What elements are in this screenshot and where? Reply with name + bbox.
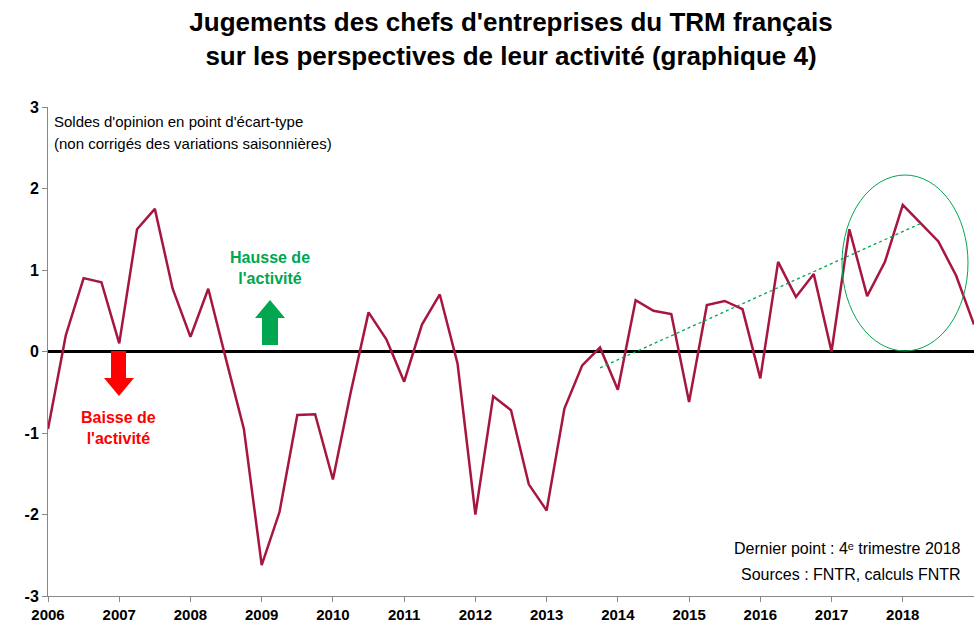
svg-text:2013: 2013 bbox=[530, 606, 563, 623]
svg-text:2007: 2007 bbox=[103, 606, 136, 623]
svg-text:2006: 2006 bbox=[31, 606, 64, 623]
svg-text:3: 3 bbox=[30, 99, 39, 116]
svg-text:Soldes d'opinion en point d'éc: Soldes d'opinion en point d'écart-type bbox=[54, 113, 303, 130]
svg-text:2017: 2017 bbox=[815, 606, 848, 623]
svg-text:2011: 2011 bbox=[388, 606, 421, 623]
svg-text:2012: 2012 bbox=[459, 606, 492, 623]
svg-text:Dernier point : 4ᵉ trimestre 2: Dernier point : 4ᵉ trimestre 2018 bbox=[734, 540, 961, 557]
svg-text:2015: 2015 bbox=[672, 606, 705, 623]
svg-text:1: 1 bbox=[30, 262, 39, 279]
svg-text:2008: 2008 bbox=[174, 606, 207, 623]
svg-text:Sources : FNTR, calculs FNTR: Sources : FNTR, calculs FNTR bbox=[741, 566, 961, 583]
svg-text:2009: 2009 bbox=[245, 606, 278, 623]
svg-text:Hausse del'activité: Hausse del'activité bbox=[230, 249, 310, 287]
svg-text:-3: -3 bbox=[25, 588, 39, 605]
svg-text:2016: 2016 bbox=[744, 606, 777, 623]
svg-text:-2: -2 bbox=[25, 506, 39, 523]
svg-text:Baisse del'activité: Baisse del'activité bbox=[81, 409, 156, 447]
svg-text:Jugements des chefs d'entrepri: Jugements des chefs d'entreprises du TRM… bbox=[189, 7, 832, 71]
svg-text:-1: -1 bbox=[25, 425, 39, 442]
svg-text:2010: 2010 bbox=[316, 606, 349, 623]
svg-text:2: 2 bbox=[30, 180, 39, 197]
svg-text:2018: 2018 bbox=[886, 606, 919, 623]
svg-text:2014: 2014 bbox=[601, 606, 635, 623]
svg-text:0: 0 bbox=[30, 343, 39, 360]
svg-text:(non corrigés des variations s: (non corrigés des variations saisonnière… bbox=[54, 135, 332, 152]
